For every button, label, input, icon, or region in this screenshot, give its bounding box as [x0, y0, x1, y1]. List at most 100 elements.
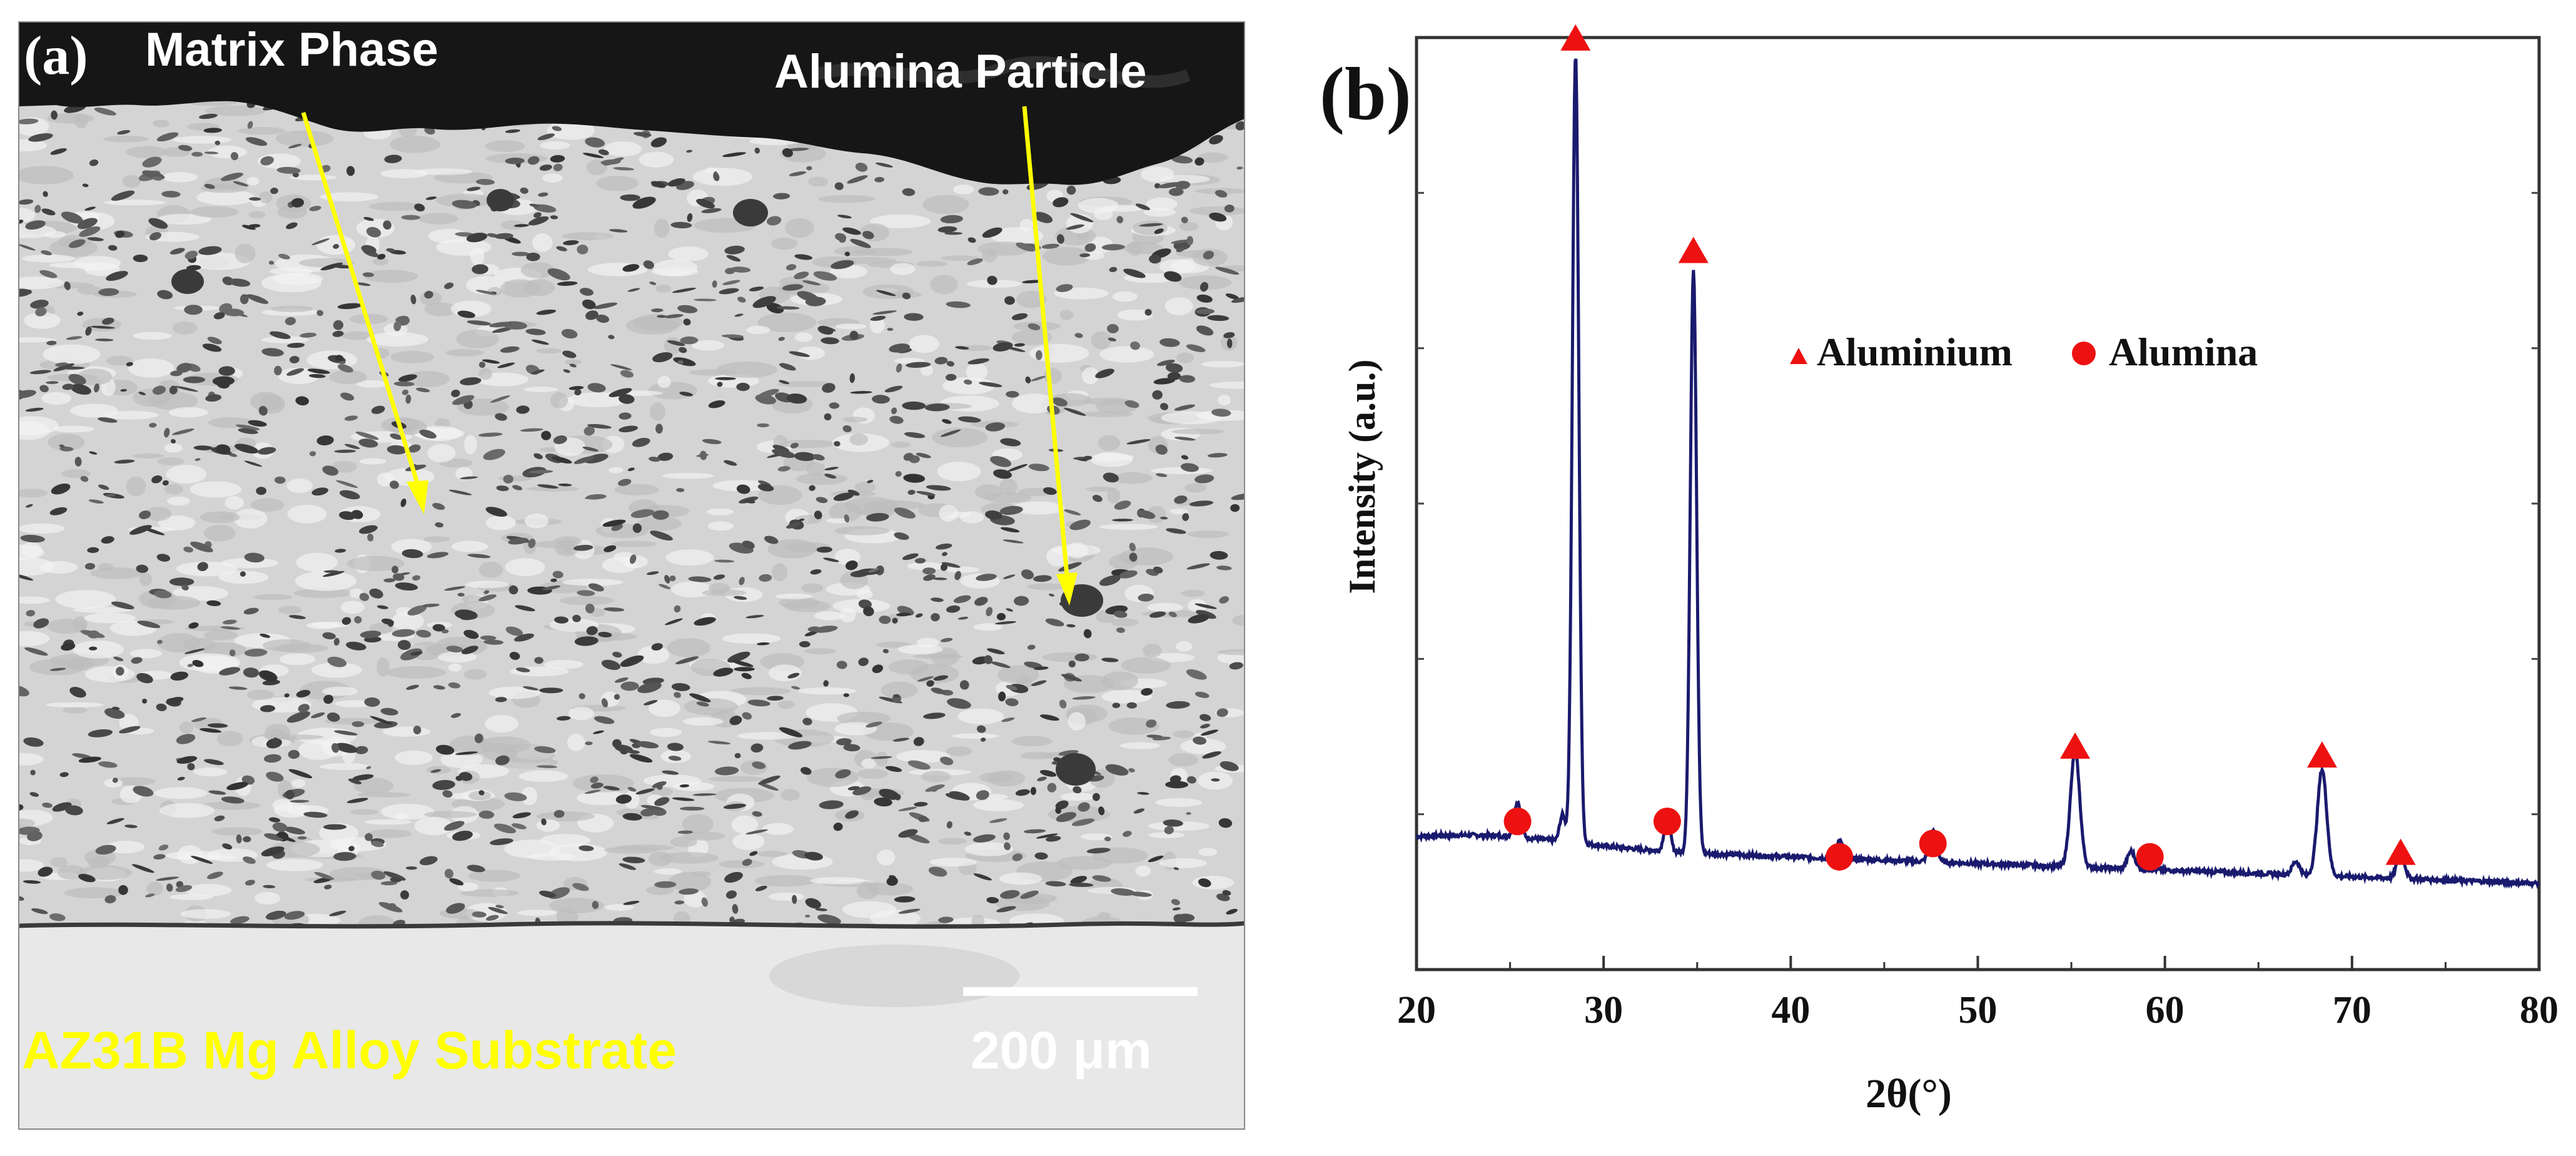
speckle [494, 233, 513, 240]
speckle [1129, 552, 1138, 562]
speckle [336, 480, 358, 488]
speckle [870, 315, 886, 321]
speckle [805, 297, 826, 307]
speckle [602, 519, 626, 527]
speckle [1164, 271, 1182, 282]
speckle [261, 348, 284, 357]
speckle [244, 460, 263, 467]
speckle [640, 804, 664, 811]
speckle [359, 592, 370, 601]
speckle [344, 415, 358, 421]
speckle [213, 312, 225, 320]
speckle [455, 776, 463, 781]
speckle [1033, 211, 1053, 223]
speckle [585, 310, 599, 320]
speckle [39, 385, 49, 393]
speckle [1200, 724, 1210, 729]
grain-shade [48, 434, 85, 451]
speckle [405, 394, 412, 404]
x-tick-label: 60 [2146, 989, 2185, 1032]
speckle [907, 760, 931, 770]
speckle [922, 567, 936, 575]
speckle [1153, 566, 1163, 574]
speckle [187, 763, 195, 771]
speckle [320, 262, 343, 271]
speckle [931, 613, 940, 622]
x-tick-labels: 20 30 40 50 60 70 80 [1397, 989, 2558, 1032]
speckle [115, 666, 124, 676]
speckle [513, 224, 529, 227]
grain-shade [106, 355, 133, 366]
grain-shade [863, 500, 925, 510]
speckle [590, 776, 599, 783]
grain-shade [920, 365, 934, 376]
speckle [245, 880, 255, 886]
speckle [380, 881, 398, 886]
speckle [537, 484, 558, 489]
grain-shade [53, 425, 94, 433]
speckle [895, 471, 902, 477]
speckle [674, 692, 681, 698]
speckle [436, 744, 455, 755]
grain-shade [19, 544, 44, 560]
speckle [383, 578, 396, 583]
grain-shade [478, 368, 493, 380]
speckle [578, 692, 585, 699]
grain-shade [1086, 486, 1116, 492]
speckle [809, 485, 816, 491]
grain-shade [780, 789, 800, 801]
grain-shade [650, 402, 666, 421]
speckle [337, 364, 353, 373]
speckle [1056, 234, 1064, 244]
grain-shade [391, 539, 432, 555]
speckle [1181, 216, 1188, 223]
grain-shade [637, 646, 670, 664]
speckle [915, 613, 923, 618]
speckle [672, 287, 696, 293]
speckle [577, 590, 595, 596]
speckle [1193, 736, 1207, 745]
speckle [365, 833, 373, 841]
grain-shade [540, 141, 570, 150]
grain-shade [296, 552, 338, 572]
grain-shade [1159, 858, 1207, 868]
speckle [322, 632, 336, 640]
grain-shade [659, 852, 719, 864]
grain-shade [521, 786, 538, 806]
speckle [430, 769, 442, 773]
x-tick-label: 70 [2333, 989, 2371, 1032]
speckle [1175, 181, 1191, 190]
speckle [979, 382, 1003, 387]
speckle [933, 675, 949, 681]
speckle [724, 460, 737, 466]
speckle [1182, 513, 1190, 521]
speckle [38, 866, 53, 877]
speckle [1064, 509, 1081, 515]
grain-shade [1066, 542, 1088, 559]
speckle [665, 618, 683, 626]
speckle [694, 298, 717, 302]
speckle [976, 790, 989, 800]
speckle [204, 183, 215, 189]
speckle [455, 609, 478, 620]
speckle [495, 755, 510, 766]
speckle [527, 156, 540, 165]
speckle [61, 211, 83, 224]
speckle [588, 583, 604, 592]
grain-shade [1198, 848, 1218, 856]
speckle [1104, 836, 1111, 842]
grain-shade [19, 208, 36, 223]
speckle [1126, 439, 1151, 445]
speckle [802, 280, 821, 286]
speckle [637, 682, 662, 693]
speckle [184, 250, 198, 260]
speckle [1000, 438, 1021, 447]
speckle [582, 446, 599, 452]
speckle [383, 871, 406, 881]
speckle [215, 444, 231, 454]
speckle [236, 834, 242, 844]
speckle [1003, 574, 1016, 579]
speckle [1163, 819, 1183, 827]
speckle [892, 738, 909, 742]
grain-shade [1128, 240, 1143, 256]
